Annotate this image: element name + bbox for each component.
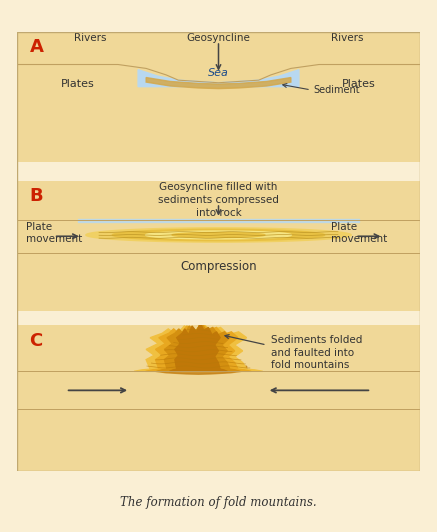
Text: Rivers: Rivers — [73, 33, 106, 43]
Text: B: B — [30, 187, 43, 205]
Polygon shape — [170, 323, 227, 371]
Polygon shape — [150, 366, 246, 375]
Text: Compression: Compression — [180, 260, 257, 272]
Text: Geosyncline: Geosyncline — [187, 33, 250, 43]
Polygon shape — [86, 228, 351, 242]
Polygon shape — [172, 232, 265, 237]
Text: Plates: Plates — [61, 79, 95, 89]
Text: C: C — [30, 332, 43, 350]
Text: Plate
movement: Plate movement — [25, 222, 82, 244]
Polygon shape — [146, 231, 291, 239]
Text: Sediments folded
and faulted into
fold mountains: Sediments folded and faulted into fold m… — [271, 335, 362, 370]
Text: Plates: Plates — [342, 79, 376, 89]
Text: Sediment: Sediment — [313, 85, 360, 95]
Text: A: A — [30, 38, 43, 56]
Polygon shape — [17, 181, 420, 311]
Polygon shape — [138, 70, 299, 87]
Text: Rivers: Rivers — [331, 33, 364, 43]
Text: Sea: Sea — [208, 68, 229, 78]
Polygon shape — [146, 78, 291, 89]
Polygon shape — [17, 64, 420, 162]
Polygon shape — [17, 32, 420, 162]
Text: The formation of fold mountains.: The formation of fold mountains. — [120, 496, 317, 509]
Text: Geosyncline filled with
sediments compressed
into rock: Geosyncline filled with sediments compre… — [158, 182, 279, 218]
Polygon shape — [112, 229, 325, 240]
Polygon shape — [17, 325, 420, 471]
Polygon shape — [156, 323, 240, 371]
Polygon shape — [134, 323, 263, 371]
Text: Plate
movement: Plate movement — [331, 222, 387, 244]
Polygon shape — [146, 323, 251, 371]
